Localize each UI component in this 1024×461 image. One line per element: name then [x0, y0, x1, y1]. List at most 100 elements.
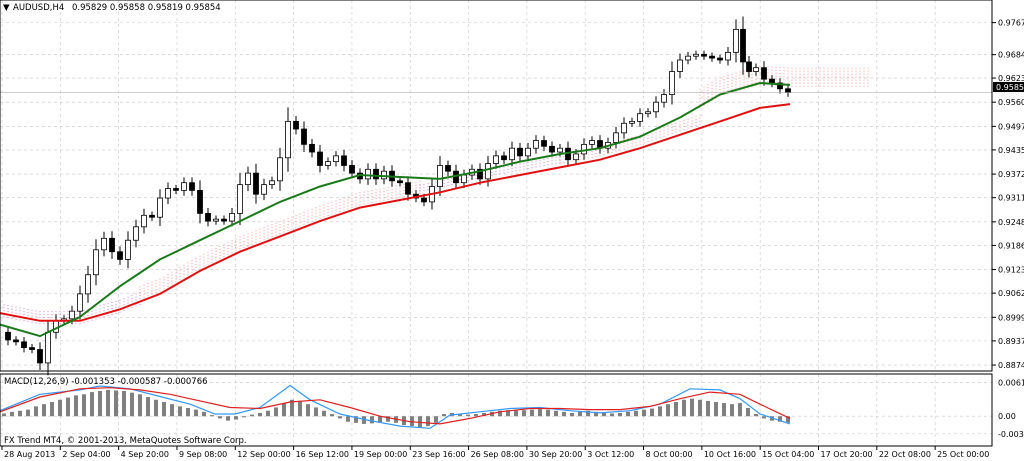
macd-histogram-bar: [714, 401, 718, 417]
macd-histogram-bar: [778, 416, 782, 422]
price-tick-label: 0.91865: [998, 241, 1024, 250]
macd-histogram-bar: [682, 399, 686, 417]
time-axis: 28 Aug 2013 2 Sep 04:00 4 Sep 20:00 9 Sep 0…: [1, 446, 989, 459]
macd-histogram-bar: [634, 410, 638, 417]
macd-histogram-bar: [314, 407, 318, 417]
macd-histogram-bar: [562, 411, 566, 417]
candle-body: [5, 331, 11, 341]
candle-body: [557, 147, 563, 153]
macd-histogram-bar: [618, 412, 622, 417]
macd-histogram-bar: [650, 408, 654, 417]
macd-histogram-bar: [594, 411, 598, 417]
time-tick-label: 30 Sep 20:00: [529, 450, 582, 459]
macd-histogram-bar: [170, 404, 174, 417]
time-tick-label: 26 Sep 08:00: [471, 450, 524, 459]
time-tick-label: 4 Sep 20:00: [121, 450, 169, 459]
macd-histogram-bar: [786, 416, 790, 423]
macd-histogram-bar: [338, 416, 342, 419]
macd-signal-line: [0, 387, 791, 425]
macd-histogram-bar: [42, 404, 46, 417]
time-tick-label: 23 Sep 16:00: [412, 450, 465, 459]
candle-body: [117, 251, 123, 260]
macd-histogram-bar: [18, 410, 22, 417]
candle-body: [109, 237, 115, 253]
macd-histogram-bar: [346, 416, 350, 422]
candle-body: [293, 120, 299, 130]
candle-body: [173, 188, 179, 191]
candle-body: [669, 71, 675, 95]
macd-histogram-bar: [90, 392, 94, 417]
candle-body: [309, 143, 315, 153]
macd-histogram-bar: [762, 416, 766, 419]
macd-pane-border: [0, 373, 993, 447]
time-tick-label: 8 Oct 00:00: [646, 450, 693, 459]
candle-body: [740, 28, 746, 63]
candles: [5, 16, 791, 376]
candle-body: [525, 147, 531, 157]
candle-body: [365, 168, 371, 180]
macd-histogram-bar: [610, 413, 614, 417]
candle-body: [753, 67, 759, 72]
macd-histogram-bar: [410, 416, 414, 427]
macd-histogram-bar: [130, 392, 134, 417]
macd-histogram-bar: [386, 416, 390, 422]
candle-body: [685, 55, 691, 61]
candle-body: [637, 113, 643, 122]
macd-histogram-bar: [586, 410, 590, 417]
candle-body: [733, 28, 739, 53]
macd-histogram-bar: [26, 409, 30, 417]
macd-histogram-bar: [74, 395, 78, 417]
macd-histogram-bar: [2, 413, 6, 417]
time-tick-label: 3 Oct 12:00: [587, 450, 634, 459]
macd-histogram-bar: [82, 394, 86, 417]
macd-label: MACD(12,26,9) -0.001353 -0.000587 -0.000…: [4, 377, 208, 387]
macd-histogram-bar: [426, 416, 430, 427]
candle-body: [205, 212, 211, 222]
macd-histogram-bar: [322, 410, 326, 417]
macd-histogram-bar: [114, 390, 118, 417]
candle-body: [761, 67, 767, 80]
candle-body: [277, 157, 283, 182]
macd-histogram-bar: [658, 406, 662, 417]
candle-body: [197, 189, 203, 214]
time-tick-label: 9 Sep 08:00: [179, 450, 227, 459]
candle-body: [237, 184, 243, 214]
macd-histogram-bar: [690, 398, 694, 417]
price-tick-label: 0.97675: [998, 19, 1024, 28]
candle-body: [181, 182, 187, 191]
candle-body: [157, 197, 163, 218]
dropdown-arrow-icon[interactable]: ▼: [3, 3, 10, 13]
price-tick-label: 0.88745: [998, 361, 1024, 370]
candle-body: [221, 218, 227, 222]
macd-histogram-bar: [226, 416, 230, 421]
main-pane-border: [0, 0, 993, 372]
candle-body: [285, 120, 291, 159]
macd-tick-label: 0.00: [998, 412, 1016, 421]
macd-histogram-bar: [546, 409, 550, 417]
time-tick-label: 19 Sep 00:00: [354, 450, 407, 459]
candle-body: [717, 57, 723, 61]
candle-body: [333, 155, 339, 163]
macd-histogram-bar: [210, 415, 214, 417]
copyright-label: FX Trend MT4, © 2001-2013, MetaQuotes So…: [4, 436, 247, 446]
candle-body: [269, 180, 275, 186]
current-price-tag: [993, 82, 1024, 92]
macd-histogram-bar: [202, 411, 206, 417]
macd-histogram-bar: [722, 403, 726, 417]
macd-histogram-bar: [66, 397, 70, 417]
candle-body: [769, 78, 775, 84]
candle-body: [777, 82, 783, 90]
macd-histogram-bar: [138, 394, 142, 417]
macd-histogram-bar: [418, 416, 422, 428]
candle-body: [437, 165, 443, 187]
candle-body: [29, 347, 35, 350]
time-tick-label: 25 Oct 00:00: [937, 450, 989, 459]
macd-histogram-bar: [330, 414, 334, 417]
macd-histogram-bar: [58, 399, 62, 417]
